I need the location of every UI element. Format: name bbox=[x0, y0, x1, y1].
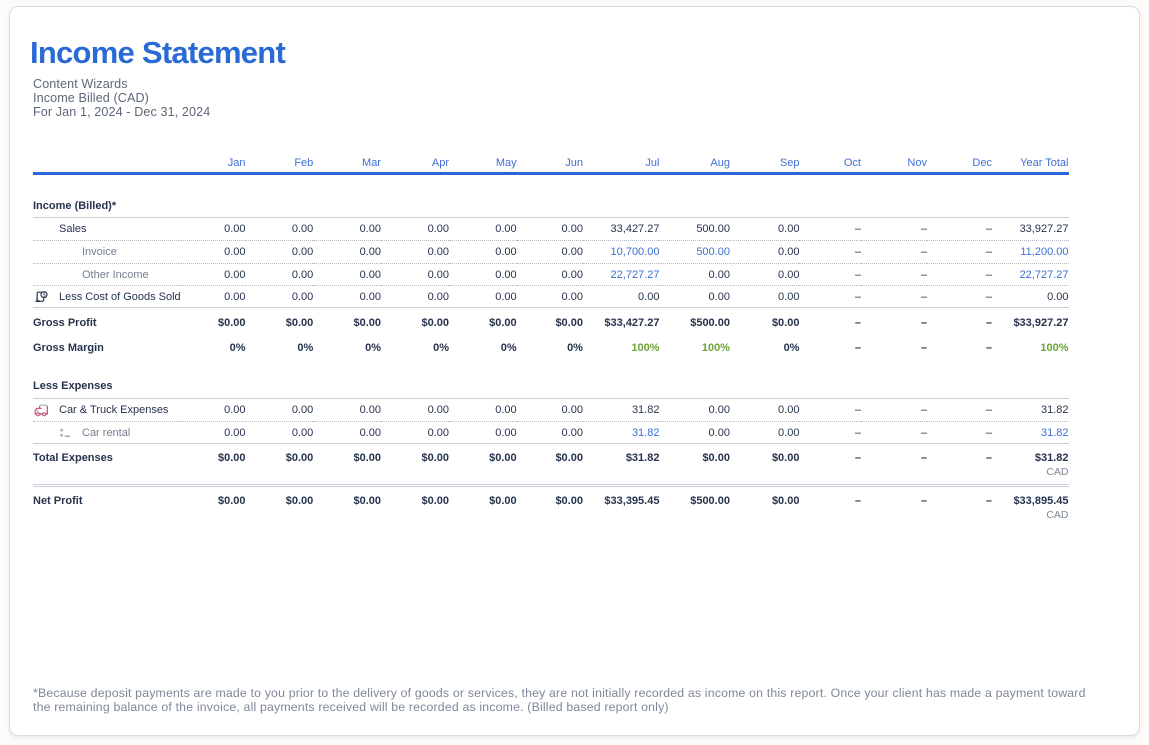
svg-text:$: $ bbox=[43, 292, 46, 298]
